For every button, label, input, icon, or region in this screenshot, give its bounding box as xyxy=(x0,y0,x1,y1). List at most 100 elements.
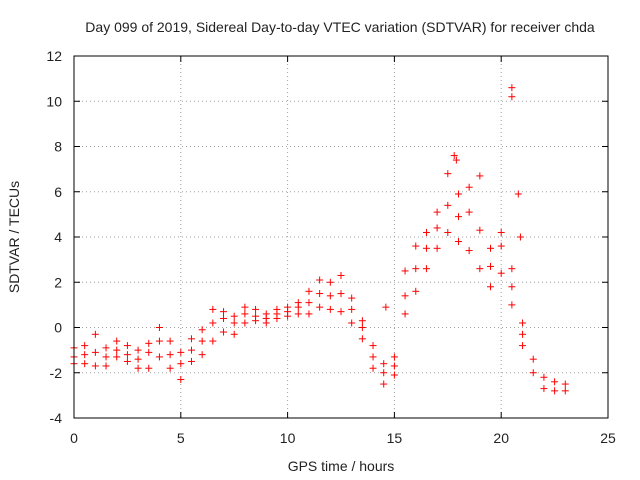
data-point xyxy=(177,348,185,356)
data-point xyxy=(348,319,356,327)
data-point xyxy=(187,335,195,343)
data-point xyxy=(476,265,484,273)
data-point xyxy=(369,342,377,350)
data-point xyxy=(273,314,281,322)
data-point xyxy=(123,342,131,350)
data-point xyxy=(508,84,516,92)
data-point xyxy=(454,213,462,221)
data-point xyxy=(540,373,548,381)
data-point xyxy=(516,233,524,241)
data-point xyxy=(382,303,390,311)
data-point xyxy=(508,93,516,101)
data-point xyxy=(452,156,460,164)
data-point xyxy=(390,362,398,370)
data-point xyxy=(155,337,163,345)
data-point xyxy=(369,364,377,372)
data-point xyxy=(230,330,238,338)
y-tick-label: 2 xyxy=(54,274,62,290)
data-point xyxy=(508,265,516,273)
x-axis-label: GPS time / hours xyxy=(288,458,395,474)
x-tick-label: 0 xyxy=(70,430,78,446)
axis-ticks: 0 5 10 15 20 25 -4 -2 0 2 4 6 8 10 12 xyxy=(46,48,616,446)
data-point xyxy=(529,355,537,363)
x-tick-label: 25 xyxy=(600,430,616,446)
data-point xyxy=(113,337,121,345)
data-point xyxy=(209,337,217,345)
data-point xyxy=(508,283,516,291)
data-point xyxy=(241,310,249,318)
data-point xyxy=(187,346,195,354)
data-point xyxy=(166,364,174,372)
data-point xyxy=(454,238,462,246)
data-point xyxy=(198,337,206,345)
data-points xyxy=(70,84,569,395)
x-tick-label: 20 xyxy=(493,430,509,446)
data-point xyxy=(369,353,377,361)
data-point xyxy=(305,287,313,295)
y-tick-label: 0 xyxy=(54,320,62,336)
data-point xyxy=(102,353,110,361)
data-point xyxy=(123,351,131,359)
data-point xyxy=(155,324,163,331)
data-point xyxy=(198,351,206,359)
data-point xyxy=(326,305,334,313)
data-point xyxy=(316,303,324,311)
data-point xyxy=(390,353,398,361)
data-point xyxy=(316,290,324,298)
data-point xyxy=(358,317,366,325)
data-point xyxy=(348,294,356,302)
data-point xyxy=(444,170,452,178)
data-point xyxy=(262,319,270,327)
data-point xyxy=(433,208,441,216)
data-point xyxy=(433,244,441,252)
data-point xyxy=(91,330,99,338)
data-point xyxy=(412,287,420,295)
data-point xyxy=(551,378,559,386)
data-point xyxy=(561,380,569,388)
data-point xyxy=(465,208,473,216)
data-point xyxy=(444,201,452,209)
y-tick-label: 10 xyxy=(46,93,62,109)
data-point xyxy=(358,324,366,331)
data-point xyxy=(284,312,292,320)
data-point xyxy=(337,290,345,298)
data-point xyxy=(497,269,505,277)
data-point xyxy=(81,360,89,368)
x-tick-label: 15 xyxy=(387,430,403,446)
data-point xyxy=(348,305,356,313)
data-point xyxy=(220,328,228,336)
data-point xyxy=(305,310,313,318)
data-point xyxy=(81,342,89,350)
data-point xyxy=(444,228,452,236)
data-point xyxy=(123,357,131,365)
data-point xyxy=(241,319,249,327)
data-point xyxy=(390,371,398,379)
data-point xyxy=(380,380,388,388)
data-point xyxy=(401,267,409,275)
data-point xyxy=(81,351,89,359)
data-point xyxy=(401,310,409,318)
data-point xyxy=(209,305,217,313)
data-point xyxy=(198,326,206,334)
data-point xyxy=(508,301,516,309)
data-point xyxy=(187,357,195,365)
data-point xyxy=(465,183,473,191)
data-point xyxy=(230,312,238,320)
data-point xyxy=(497,242,505,250)
y-tick-label: -4 xyxy=(50,410,63,426)
x-tick-label: 10 xyxy=(280,430,296,446)
data-point xyxy=(476,172,484,180)
data-point xyxy=(155,353,163,361)
y-axis-label: SDTVAR / TECUs xyxy=(6,181,22,293)
data-point xyxy=(102,362,110,370)
data-point xyxy=(476,226,484,234)
data-point xyxy=(113,346,121,354)
y-tick-label: 6 xyxy=(54,184,62,200)
data-point xyxy=(519,330,527,338)
data-point xyxy=(433,224,441,232)
data-point xyxy=(380,369,388,377)
data-point xyxy=(422,228,430,236)
y-tick-label: -2 xyxy=(50,365,63,381)
data-point xyxy=(487,244,495,252)
data-point xyxy=(465,247,473,255)
